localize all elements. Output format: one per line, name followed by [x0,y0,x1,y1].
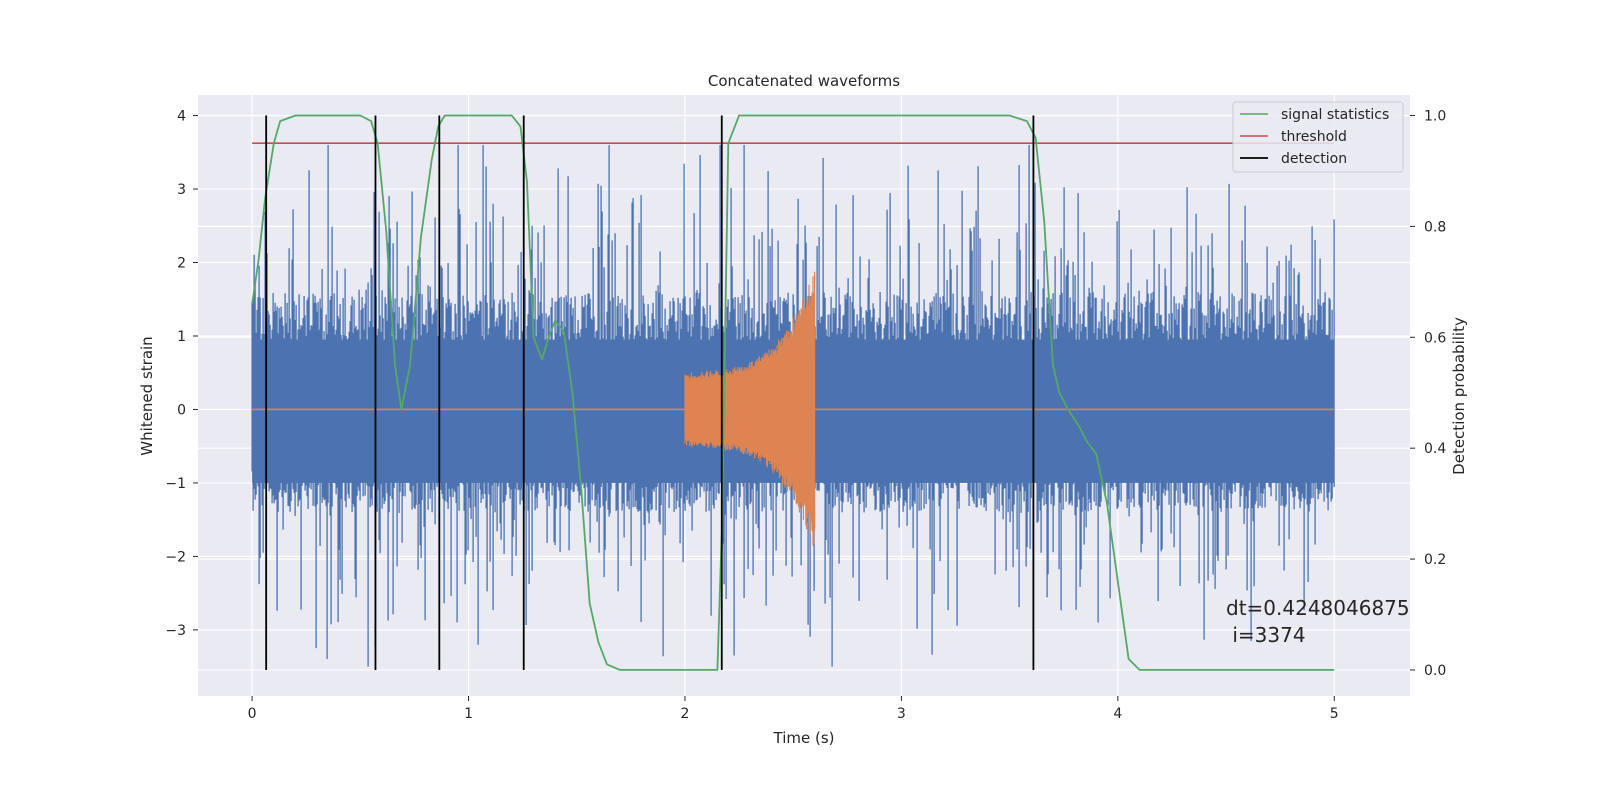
x-axis-ticks: 0 1 2 3 4 5 [248,696,1339,722]
chirp-series [252,271,1335,546]
y-tick-label: 2 [177,256,186,272]
chirp-trace [684,271,816,546]
annotation-index: i=3374 [1226,623,1306,647]
x-tick-label: 3 [897,706,906,722]
y-tick-label: 0 [177,402,186,418]
chart-title: Concatenated waveforms [708,72,900,90]
x-tick-label: 0 [248,706,257,722]
y-tick-label: 3 [177,182,186,198]
signal-statistics-series [251,114,1335,671]
y-right-tick-label: 0.6 [1424,330,1446,346]
y-tick-label: 4 [177,109,186,125]
x-axis-label: Time (s) [773,729,835,747]
y-tick-label: −1 [165,476,186,492]
y-right-axis-label: Detection probability [1450,317,1468,475]
y-right-axis-ticks: 1.0 0.8 0.6 0.4 0.2 0.0 [1410,109,1446,679]
y-axis-label: Whitened strain [138,336,156,455]
legend: signal statistics threshold detection [1232,101,1404,173]
y-tick-label: −2 [165,549,186,565]
x-tick-label: 2 [681,706,690,722]
y-right-tick-label: 0.2 [1424,552,1446,568]
y-tick-label: −3 [165,623,186,639]
y-right-tick-label: 0.0 [1424,663,1446,679]
y-right-tick-label: 0.4 [1424,441,1446,457]
y-right-tick-label: 0.8 [1424,219,1446,235]
annotation-dt: dt=0.4248046875 [1226,596,1410,620]
legend-box [1232,101,1404,173]
detection-lines [265,115,1035,670]
x-tick-label: 1 [464,706,473,722]
legend-label-detection: detection [1281,151,1347,167]
legend-label-threshold: threshold [1281,129,1347,145]
y-tick-label: 1 [177,329,186,345]
y-axis-ticks: 4 3 2 1 0 −1 −2 −3 [165,109,198,639]
signal-statistics-line [251,114,1335,671]
legend-label-signal-statistics: signal statistics [1281,107,1389,123]
x-tick-label: 4 [1113,706,1122,722]
y-right-tick-label: 1.0 [1424,109,1446,125]
x-tick-label: 5 [1330,706,1339,722]
